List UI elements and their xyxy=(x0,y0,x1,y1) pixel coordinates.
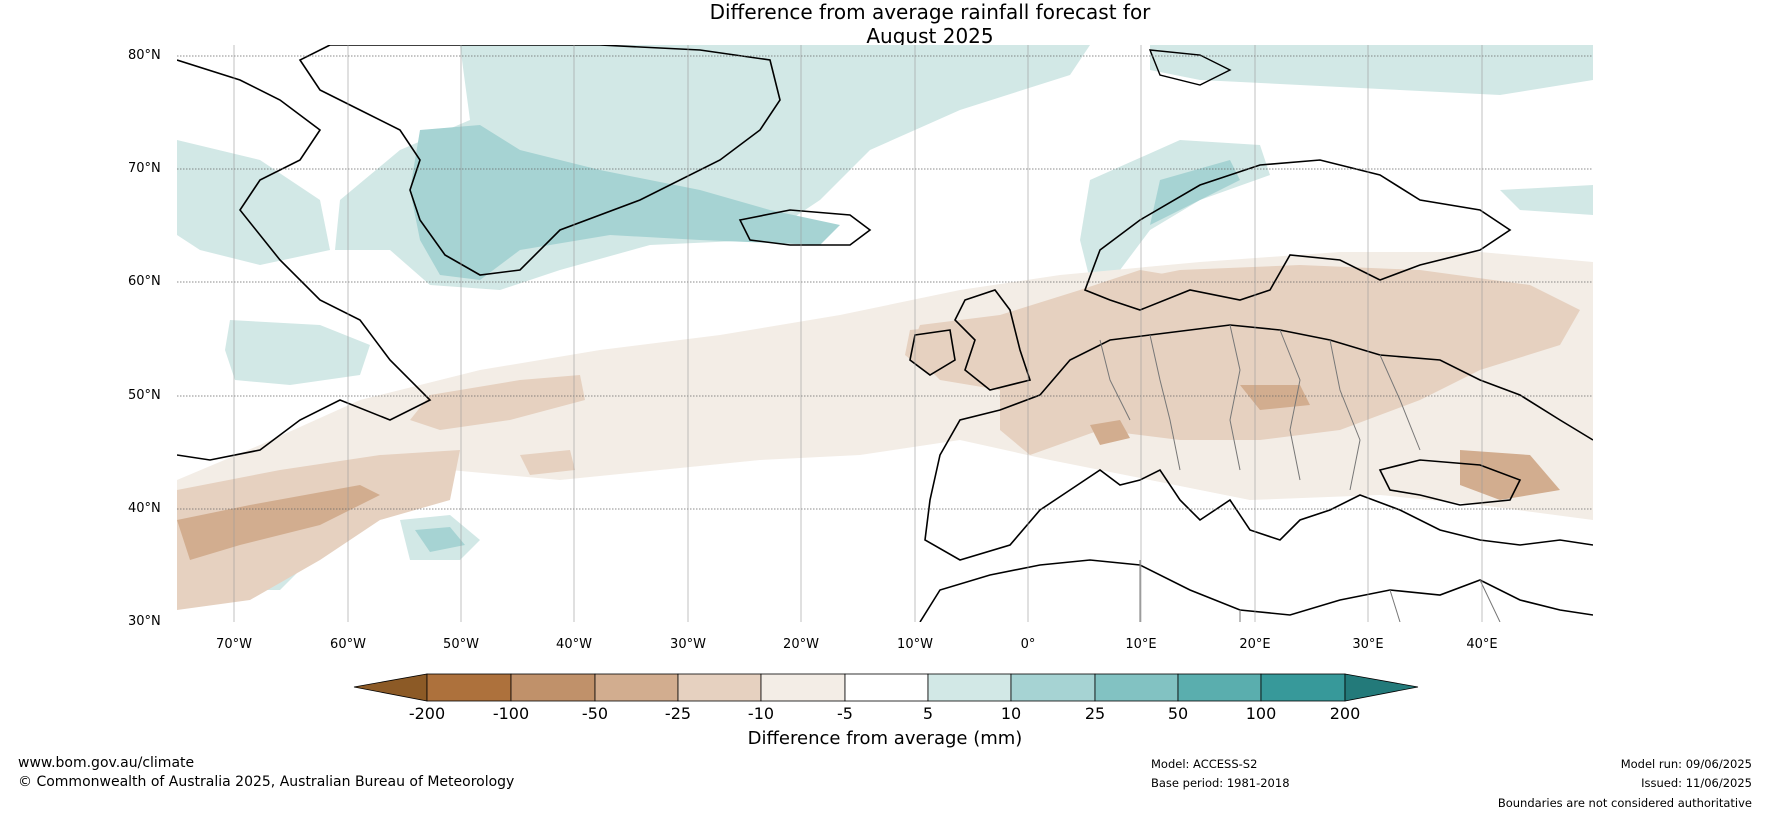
title-line-1: Difference from average rainfall forecas… xyxy=(709,0,1151,24)
colorbar-bin-5 xyxy=(760,673,846,702)
dry-anomaly-mid-atlantic-2 xyxy=(520,450,575,475)
scandinavia-coastline xyxy=(1083,159,1512,311)
lat-label-30n: 30°N xyxy=(128,614,161,629)
map-title: Difference from average rainfall forecas… xyxy=(630,0,1230,48)
colorbar-bin-6 xyxy=(844,673,929,702)
dry-anomaly-mid-atlantic xyxy=(410,375,585,430)
dry-anomaly-carpathians xyxy=(1240,385,1310,410)
model-text: Model: ACCESS-S2 xyxy=(1151,757,1258,771)
colorbar-tick: -100 xyxy=(492,704,530,723)
dry-anomaly-west-atlantic-core xyxy=(177,485,380,560)
dry-anomaly-iberia-west xyxy=(905,325,970,375)
colorbar-tick: -50 xyxy=(581,704,609,723)
lat-label-60n: 60°N xyxy=(128,274,161,289)
continental-europe-coastline xyxy=(924,324,1593,561)
colorbar-bin-3 xyxy=(594,673,679,702)
base-period-text: Base period: 1981-2018 xyxy=(1151,776,1290,790)
lat-label-50n: 50°N xyxy=(128,388,161,403)
black-sea-coastline xyxy=(1378,459,1522,506)
colorbar-bin-10 xyxy=(1177,673,1262,702)
britain-coastline xyxy=(954,289,1032,391)
lon-label-20w: 20°W xyxy=(783,637,819,652)
lon-label-10e: 10°E xyxy=(1125,637,1157,652)
colorbar-tick: 50 xyxy=(1167,704,1189,723)
greenland-coastline xyxy=(298,45,781,276)
colorbar-bin-11 xyxy=(1260,673,1346,702)
colorbar xyxy=(353,673,1419,702)
colorbar-extend-high xyxy=(1344,673,1419,702)
colorbar-bin-7 xyxy=(927,673,1012,702)
model-run-text: Model run: 09/06/2025 xyxy=(1620,757,1752,771)
lat-label-80n: 80°N xyxy=(128,48,161,63)
wet-anomaly-hudson xyxy=(225,320,370,385)
colorbar-tick: 5 xyxy=(922,704,934,723)
colorbar-extend-low xyxy=(353,673,428,702)
map-area xyxy=(177,45,1593,622)
meridians xyxy=(233,45,1483,622)
website-link[interactable]: www.bom.gov.au/climate xyxy=(18,755,195,771)
colorbar-bin-8 xyxy=(1010,673,1096,702)
lat-label-40n: 40°N xyxy=(128,501,161,516)
colorbar-tick: -25 xyxy=(664,704,692,723)
colorbar-tick: -10 xyxy=(747,704,775,723)
wet-anomaly-svalbard xyxy=(1150,45,1593,95)
title-line-2: August 2025 xyxy=(866,24,994,48)
colorbar-tick: 10 xyxy=(1000,704,1022,723)
lon-label-60w: 60°W xyxy=(330,637,366,652)
lon-label-70w: 70°W xyxy=(216,637,252,652)
wet-anomaly-norway-core xyxy=(1150,160,1240,225)
colorbar-tick: -200 xyxy=(408,704,446,723)
colorbar-tick: -5 xyxy=(837,704,853,723)
colorbar-tick: 100 xyxy=(1245,704,1277,723)
dry-anomaly-alps xyxy=(1090,420,1130,445)
issued-text: Issued: 11/06/2025 xyxy=(1641,776,1752,790)
lon-label-50w: 50°W xyxy=(443,637,479,652)
wet-anomaly-atlantic-south-core xyxy=(415,527,465,552)
colorbar-bin-1 xyxy=(426,673,512,702)
colorbar-title: Difference from average (mm) xyxy=(747,728,1023,749)
copyright-text: © Commonwealth of Australia 2025, Austra… xyxy=(18,774,515,790)
colorbar-tick: 25 xyxy=(1084,704,1106,723)
svalbard-coastline xyxy=(1148,49,1232,86)
lon-label-0: 0° xyxy=(1020,637,1036,652)
canada-coastline xyxy=(177,59,432,461)
lon-label-40e: 40°E xyxy=(1466,637,1498,652)
lon-label-40w: 40°W xyxy=(556,637,592,652)
disclaimer-text: Boundaries are not considered authoritat… xyxy=(1497,796,1752,810)
lon-label-30w: 30°W xyxy=(670,637,706,652)
lon-label-10w: 10°W xyxy=(897,637,933,652)
dry-anomaly-black-sea xyxy=(1460,450,1560,500)
wet-anomaly-labrador xyxy=(177,140,330,265)
gridlines xyxy=(177,55,1593,510)
country-borders xyxy=(1099,324,1501,622)
lon-label-20e: 20°E xyxy=(1239,637,1271,652)
colorbar-tick: 200 xyxy=(1329,704,1361,723)
wet-anomaly-barents xyxy=(1500,185,1593,215)
dry-anomaly-west-atlantic xyxy=(177,450,460,610)
lon-label-30e: 30°E xyxy=(1352,637,1384,652)
ireland-coastline xyxy=(909,329,956,376)
colorbar-bin-2 xyxy=(510,673,596,702)
colorbar-bin-4 xyxy=(677,673,762,702)
wet-anomaly-greenland xyxy=(410,125,840,280)
iceland-coastline xyxy=(738,209,872,246)
colorbar-bin-9 xyxy=(1094,673,1179,702)
lat-label-70n: 70°N xyxy=(128,161,161,176)
north-africa-coastline xyxy=(919,559,1593,622)
